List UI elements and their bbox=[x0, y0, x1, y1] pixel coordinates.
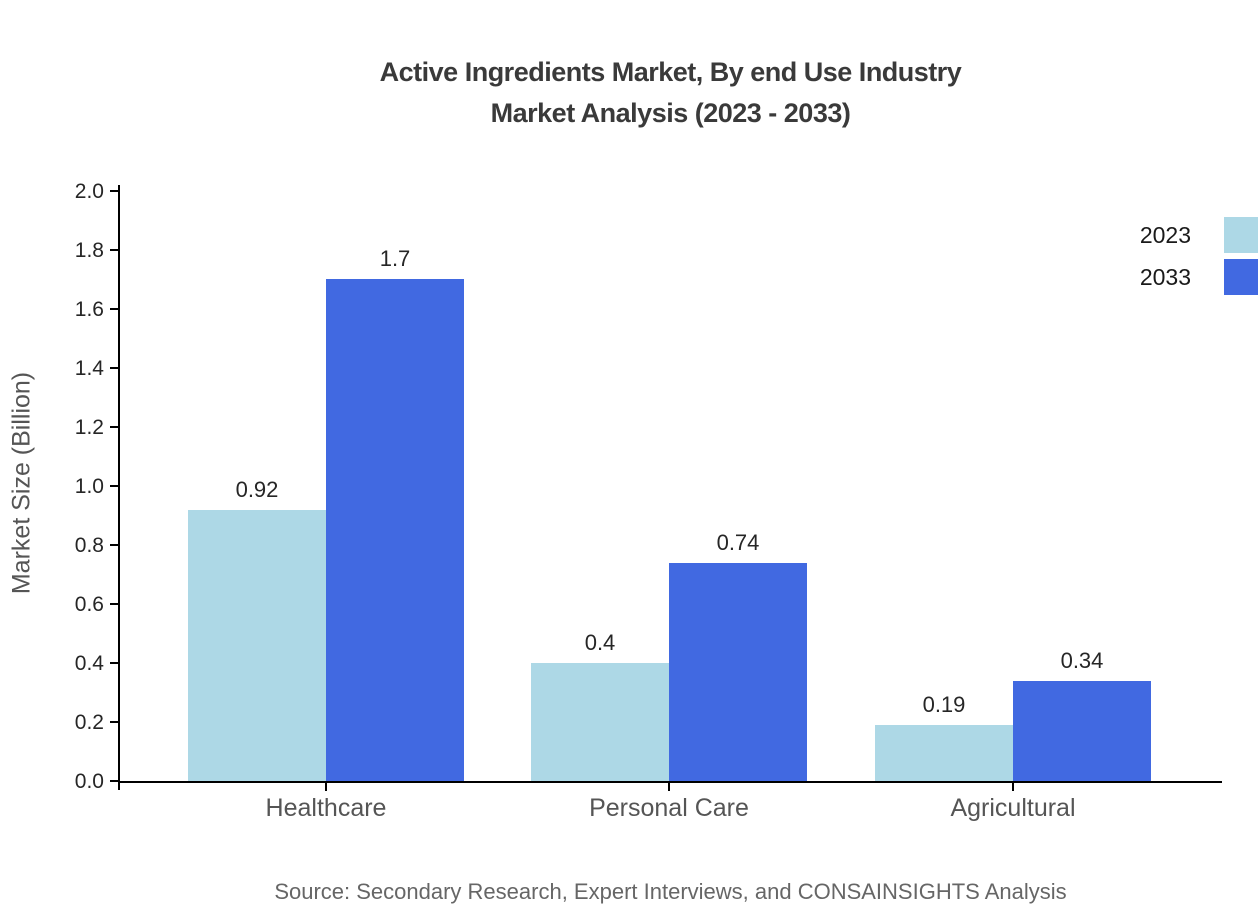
x-tick-mark bbox=[668, 783, 670, 791]
bar-value-label: 0.74 bbox=[716, 530, 760, 555]
legend-swatch-2033 bbox=[1224, 259, 1258, 295]
category-label-personal-care: Personal Care bbox=[589, 794, 749, 822]
bar-2023-personal-care bbox=[531, 663, 669, 781]
chart-title: Active Ingredients Market, By end Use In… bbox=[119, 52, 1222, 134]
y-tick-label: 1.2 bbox=[74, 416, 104, 439]
bar-value-label: 0.34 bbox=[1060, 648, 1104, 673]
y-tick-mark bbox=[110, 544, 118, 546]
bar-2023-healthcare bbox=[188, 510, 326, 781]
y-tick-label: 0.0 bbox=[74, 770, 104, 793]
category-label-healthcare: Healthcare bbox=[265, 794, 387, 822]
chart-title-line2: Market Analysis (2023 - 2033) bbox=[490, 98, 851, 128]
x-tick-mark bbox=[1012, 783, 1014, 791]
bar-value-label: 1.7 bbox=[379, 246, 411, 271]
bar-2023-agricultural bbox=[875, 725, 1013, 781]
bar-2033-personal-care bbox=[669, 563, 807, 781]
y-tick-mark bbox=[110, 603, 118, 605]
category-label-agricultural: Agricultural bbox=[950, 794, 1076, 822]
bar-value-label: 0.19 bbox=[922, 692, 966, 717]
y-tick-label: 2.0 bbox=[74, 180, 104, 203]
y-tick-label: 0.2 bbox=[74, 711, 104, 734]
y-tick-mark bbox=[110, 426, 118, 428]
x-tick-mark bbox=[325, 783, 327, 791]
source-text: Source: Secondary Research, Expert Inter… bbox=[274, 879, 1067, 904]
y-tick-label: 1.6 bbox=[74, 298, 104, 321]
legend: 2023 2033 bbox=[1140, 217, 1258, 301]
plot-area: 0.0 0.2 0.4 0.6 0.8 1.0 1.2 1.4 1.6 1.8 2.0 0.92 0.… bbox=[75, 181, 1222, 792]
y-tick-label: 0.4 bbox=[74, 652, 104, 675]
y-tick-mark bbox=[110, 308, 118, 310]
y-tick-mark bbox=[110, 485, 118, 487]
y-axis-label: Market Size (Billion) bbox=[7, 371, 36, 595]
legend-row-2033: 2033 bbox=[1140, 259, 1258, 295]
y-tick-label: 0.6 bbox=[74, 593, 104, 616]
y-tick-mark bbox=[110, 190, 118, 192]
bar-value-label: 0.4 bbox=[584, 630, 616, 655]
chart-title-line1: Active Ingredients Market, By end Use In… bbox=[379, 57, 962, 87]
y-tick-mark bbox=[110, 721, 118, 723]
y-tick-mark bbox=[110, 662, 118, 664]
legend-label-2033: 2033 bbox=[1139, 263, 1191, 290]
y-axis-spine bbox=[118, 185, 120, 790]
bar-2033-healthcare bbox=[326, 279, 464, 781]
y-tick-label: 1.0 bbox=[74, 475, 104, 498]
legend-row-2023: 2023 bbox=[1140, 217, 1258, 253]
x-axis-spine bbox=[118, 781, 1222, 783]
bar-value-label: 0.92 bbox=[235, 477, 279, 502]
y-tick-mark bbox=[110, 367, 118, 369]
legend-label-2023: 2023 bbox=[1139, 221, 1191, 248]
y-tick-label: 1.4 bbox=[74, 357, 104, 380]
y-tick-label: 0.8 bbox=[74, 534, 104, 557]
y-tick-mark bbox=[110, 780, 118, 782]
bar-2033-agricultural bbox=[1013, 681, 1151, 781]
y-tick-mark bbox=[110, 249, 118, 251]
y-tick-label: 1.8 bbox=[74, 239, 104, 262]
legend-swatch-2023 bbox=[1224, 217, 1258, 253]
